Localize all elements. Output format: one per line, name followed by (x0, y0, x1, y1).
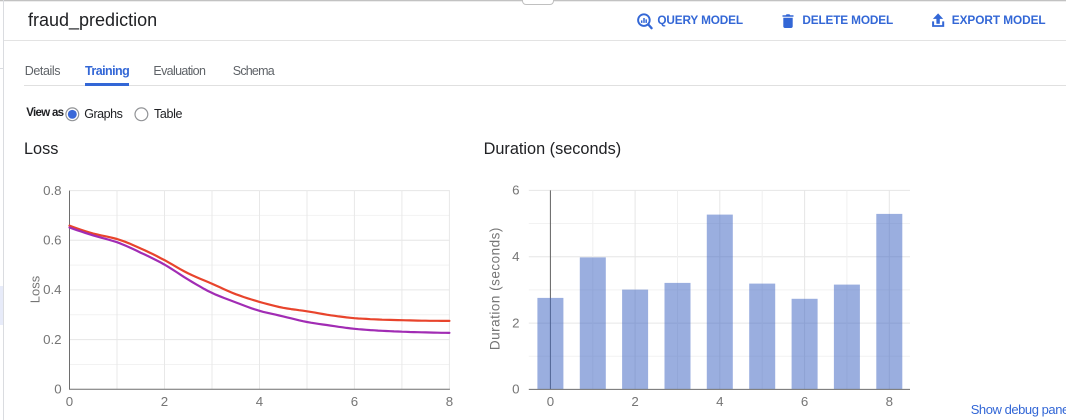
svg-text:0: 0 (54, 382, 61, 397)
svg-text:6: 6 (351, 394, 358, 409)
svg-text:6: 6 (801, 394, 808, 409)
svg-text:Loss: Loss (28, 275, 43, 303)
svg-text:0.6: 0.6 (43, 233, 62, 248)
svg-text:4: 4 (716, 394, 723, 409)
svg-text:2: 2 (631, 394, 638, 409)
svg-text:0: 0 (512, 382, 519, 397)
svg-text:Duration (seconds): Duration (seconds) (488, 227, 503, 350)
svg-text:8: 8 (446, 394, 453, 409)
svg-text:0.8: 0.8 (43, 183, 62, 198)
svg-text:2: 2 (161, 394, 168, 409)
svg-text:0: 0 (66, 394, 73, 409)
svg-text:2: 2 (512, 315, 519, 330)
svg-text:6: 6 (512, 183, 519, 198)
svg-text:0.4: 0.4 (43, 282, 62, 297)
svg-text:0.2: 0.2 (43, 332, 62, 347)
svg-text:8: 8 (886, 394, 893, 409)
svg-text:4: 4 (256, 394, 263, 409)
svg-text:4: 4 (512, 249, 519, 264)
svg-text:0: 0 (547, 394, 554, 409)
